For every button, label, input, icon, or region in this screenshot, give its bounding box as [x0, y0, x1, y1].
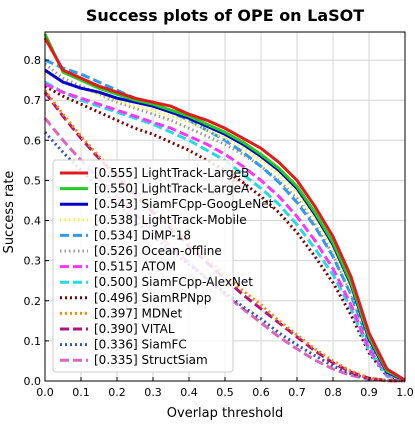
- x-tick-label: 0.7: [288, 386, 306, 399]
- axis-ticks: 0.0 0.1 0.2 0.3 0.4 0.5 0.6 0.7 0.8 0.9 1.0 0.0 0.1 0…: [24, 54, 414, 399]
- x-tick-label: 0.6: [252, 386, 270, 399]
- y-tick-label: 0.0: [24, 375, 42, 388]
- legend: [0.555] LightTrack-LargeB [0.550] LightTr…: [52, 159, 274, 373]
- y-tick-label: 0.1: [24, 335, 42, 348]
- legend-label: [0.335] StructSiam: [94, 353, 208, 367]
- x-tick-label: 1.0: [396, 386, 414, 399]
- legend-label: [0.496] SiamRPNpp: [94, 291, 211, 305]
- series-line-1: [43, 33, 406, 382]
- x-tick-label: 0.9: [360, 386, 378, 399]
- legend-label: [0.515] ATOM: [94, 260, 176, 274]
- legend-label: [0.534] DiMP-18: [94, 228, 191, 242]
- y-tick-label: 0.7: [24, 94, 42, 107]
- legend-label: [0.538] LightTrack-Mobile: [94, 213, 247, 227]
- y-tick-label: 0.2: [24, 295, 42, 308]
- x-axis-label: Overlap threshold: [167, 406, 283, 421]
- x-tick-label: 0.5: [216, 386, 234, 399]
- series-line-9: [43, 89, 406, 383]
- legend-label: [0.336] SiamFC: [94, 338, 187, 352]
- legend-label: [0.555] LightTrack-LargeB: [94, 166, 249, 180]
- legend-label: [0.390] VITAL: [94, 322, 175, 336]
- legend-label: [0.500] SiamFCpp-AlexNet: [94, 275, 253, 289]
- series-line-3: [44, 70, 406, 382]
- x-tick-label: 0.2: [108, 386, 126, 399]
- x-tick-label: 0.0: [36, 386, 54, 399]
- legend-label: [0.397] MDNet: [94, 306, 182, 320]
- y-tick-label: 0.8: [24, 54, 42, 67]
- legend-box: [52, 159, 234, 373]
- x-tick-label: 0.8: [324, 386, 342, 399]
- chart-title: Success plots of OPE on LaSOT: [86, 6, 364, 25]
- y-tick-label: 0.6: [24, 134, 42, 147]
- series-line-6: [44, 82, 406, 383]
- legend-label: [0.550] LightTrack-LargeA: [94, 182, 250, 196]
- legend-label: [0.526] Ocean-offline: [94, 244, 222, 258]
- x-tick-label: 0.1: [72, 386, 90, 399]
- series-line-8: [44, 84, 406, 383]
- y-tick-label: 0.4: [24, 215, 42, 228]
- y-axis-label: Success rate: [2, 171, 17, 254]
- series-line-0: [43, 37, 406, 382]
- y-tick-label: 0.3: [24, 255, 42, 268]
- y-tick-label: 0.5: [24, 174, 42, 187]
- series-line-4: [44, 58, 406, 382]
- x-tick-label: 0.3: [144, 386, 162, 399]
- x-tick-label: 0.4: [180, 386, 198, 399]
- legend-label: [0.543] SiamFCpp-GoogLeNet: [94, 197, 274, 211]
